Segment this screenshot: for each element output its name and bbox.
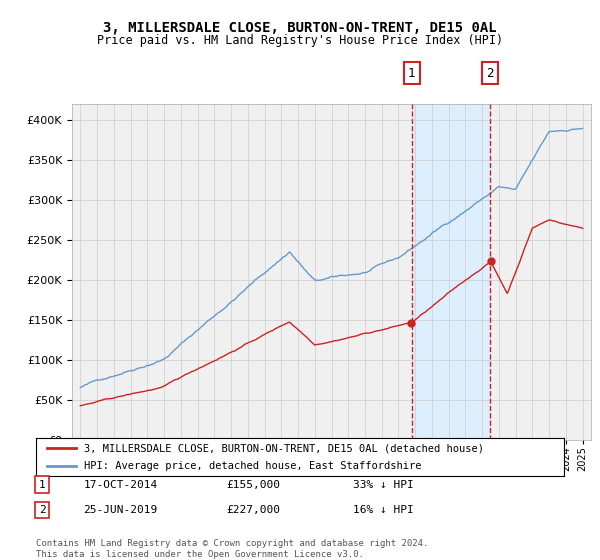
Text: Price paid vs. HM Land Registry's House Price Index (HPI): Price paid vs. HM Land Registry's House …: [97, 34, 503, 46]
Text: 2: 2: [487, 67, 494, 80]
Text: £227,000: £227,000: [226, 505, 280, 515]
Text: 3, MILLERSDALE CLOSE, BURTON-ON-TRENT, DE15 0AL (detached house): 3, MILLERSDALE CLOSE, BURTON-ON-TRENT, D…: [83, 443, 484, 453]
Text: 33% ↓ HPI: 33% ↓ HPI: [353, 480, 413, 490]
Text: 1: 1: [408, 67, 415, 80]
Text: 25-JUN-2019: 25-JUN-2019: [83, 505, 158, 515]
Text: 3, MILLERSDALE CLOSE, BURTON-ON-TRENT, DE15 0AL: 3, MILLERSDALE CLOSE, BURTON-ON-TRENT, D…: [103, 21, 497, 35]
Text: 17-OCT-2014: 17-OCT-2014: [83, 480, 158, 490]
Text: 16% ↓ HPI: 16% ↓ HPI: [353, 505, 413, 515]
Text: 1: 1: [38, 480, 46, 490]
Text: Contains HM Land Registry data © Crown copyright and database right 2024.
This d: Contains HM Land Registry data © Crown c…: [36, 539, 428, 559]
Text: HPI: Average price, detached house, East Staffordshire: HPI: Average price, detached house, East…: [83, 461, 421, 471]
Text: 2: 2: [38, 505, 46, 515]
Text: £155,000: £155,000: [226, 480, 280, 490]
Bar: [412, 104, 490, 440]
